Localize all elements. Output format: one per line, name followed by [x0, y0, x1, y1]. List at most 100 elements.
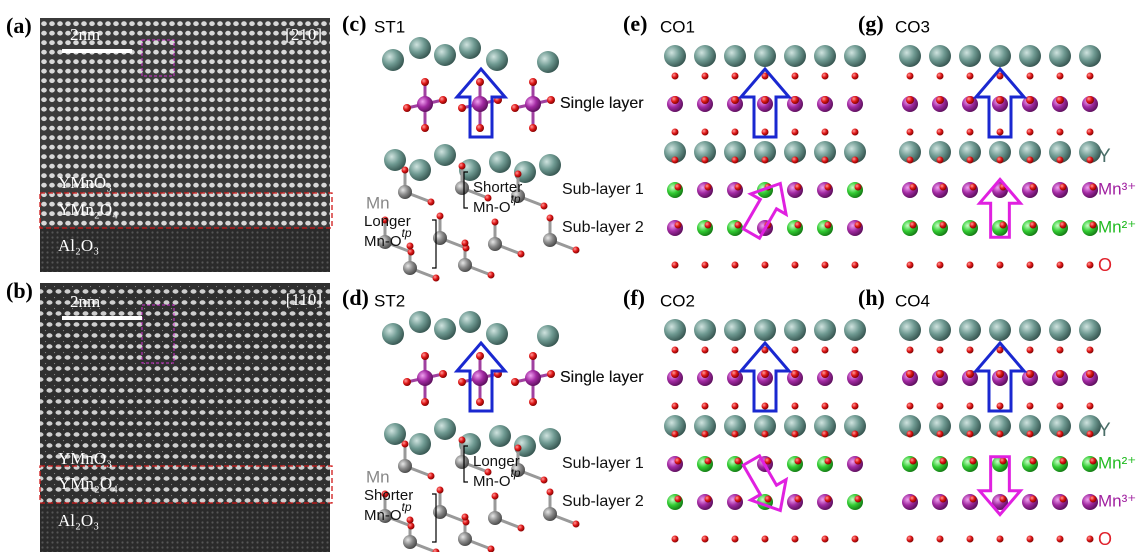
- atom: [735, 222, 742, 229]
- label: tp: [402, 500, 412, 514]
- atom: [731, 96, 739, 104]
- atom: [907, 262, 914, 269]
- atom: [967, 262, 974, 269]
- atom: [1086, 370, 1094, 378]
- atom: [547, 96, 555, 104]
- atom: [472, 96, 488, 112]
- label: Sub-layer 1: [562, 181, 644, 198]
- atom: [852, 73, 859, 80]
- atom: [1082, 494, 1098, 510]
- atom: [970, 458, 977, 465]
- atom: [817, 494, 833, 510]
- atom: [989, 45, 1011, 67]
- atom: [762, 157, 769, 164]
- atom: [409, 433, 431, 455]
- atom: [847, 494, 863, 510]
- atom: [439, 96, 447, 104]
- scale-bar: [62, 49, 132, 53]
- atom: [792, 73, 799, 80]
- atom: [1057, 431, 1064, 438]
- label: O: [1098, 255, 1112, 275]
- atom: [476, 124, 484, 132]
- atom: [735, 458, 742, 465]
- atom: [672, 403, 679, 410]
- label: Sub-layer 2: [562, 219, 644, 236]
- atom: [937, 347, 944, 354]
- atom: [697, 182, 713, 198]
- atom: [702, 157, 709, 164]
- atom: [1057, 403, 1064, 410]
- atom: [409, 159, 431, 181]
- label: Y: [1098, 146, 1111, 167]
- atom: [1056, 370, 1064, 378]
- atom: [732, 157, 739, 164]
- atom: [702, 536, 709, 543]
- label: (c): [342, 11, 366, 36]
- atom: [932, 456, 948, 472]
- atom: [671, 370, 679, 378]
- atom: [727, 456, 743, 472]
- atom: [492, 219, 499, 226]
- atom: [852, 536, 859, 543]
- label: YMn₂O₄: [58, 200, 118, 219]
- atom: [428, 473, 435, 480]
- atom: [822, 73, 829, 80]
- label: 2nm: [70, 292, 100, 311]
- atom: [1057, 347, 1064, 354]
- atom: [476, 352, 484, 360]
- atom: [664, 319, 686, 341]
- atom: [731, 370, 739, 378]
- atom: [667, 182, 683, 198]
- atom: [529, 352, 537, 360]
- atom: [403, 535, 417, 549]
- atom: [967, 431, 974, 438]
- atom: [705, 222, 712, 229]
- atom: [967, 157, 974, 164]
- atom: [855, 184, 862, 191]
- atom: [970, 222, 977, 229]
- atom: [825, 496, 832, 503]
- atom: [702, 431, 709, 438]
- atom: [937, 431, 944, 438]
- atom: [902, 220, 918, 236]
- atom: [667, 456, 683, 472]
- label: Al₂O₃: [58, 236, 99, 255]
- atom: [489, 151, 511, 173]
- bracket: [432, 220, 436, 268]
- atom: [967, 536, 974, 543]
- atom: [458, 104, 466, 112]
- atom: [902, 182, 918, 198]
- atom: [382, 323, 404, 345]
- atom: [735, 184, 742, 191]
- bracket: [432, 494, 436, 542]
- atom: [997, 431, 1004, 438]
- atom: [694, 45, 716, 67]
- atom: [459, 311, 481, 333]
- label: Mn³⁺: [1098, 179, 1136, 198]
- atom: [1027, 129, 1034, 136]
- atom: [761, 370, 769, 378]
- atom: [852, 431, 859, 438]
- atom: [515, 445, 522, 452]
- atom: [1060, 458, 1067, 465]
- atom: [541, 203, 548, 210]
- atom: [735, 496, 742, 503]
- atom: [547, 489, 554, 496]
- atom: [529, 398, 537, 406]
- atom: [486, 323, 508, 345]
- atom: [1056, 96, 1064, 104]
- atom: [822, 347, 829, 354]
- atom: [795, 458, 802, 465]
- atom: [762, 403, 769, 410]
- atom: [907, 129, 914, 136]
- label: CO2: [660, 291, 695, 310]
- label: Mn-O: [473, 473, 511, 490]
- label: [210]: [285, 25, 322, 44]
- atom: [492, 493, 499, 500]
- atom: [458, 532, 472, 546]
- label: YMnO₃: [58, 449, 112, 468]
- label: Mn: [366, 193, 390, 212]
- atom: [486, 49, 508, 71]
- atom: [932, 220, 948, 236]
- atom: [937, 129, 944, 136]
